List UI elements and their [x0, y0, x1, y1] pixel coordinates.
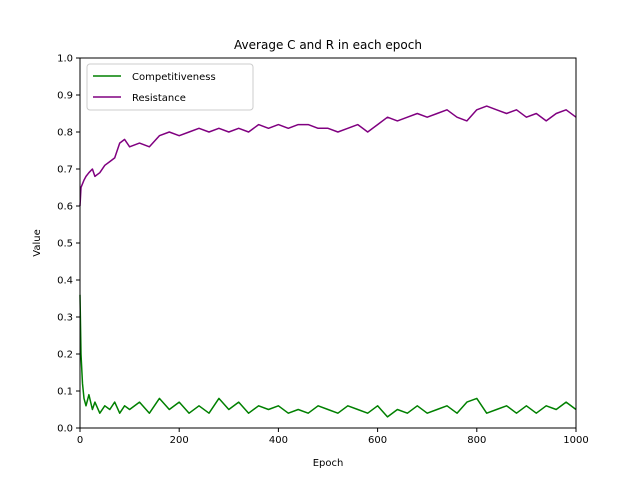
y-tick-label: 0.8: [57, 128, 73, 139]
chart-title: Average C and R in each epoch: [234, 38, 422, 52]
x-tick-label: 1000: [563, 435, 588, 446]
series-line-resistance: [79, 105, 577, 207]
y-tick-label: 0.5: [57, 239, 73, 250]
series-line-competitiveness: [79, 294, 577, 418]
y-tick-label: 0.0: [57, 424, 73, 435]
y-tick-label: 1.0: [57, 54, 73, 65]
y-tick-label: 0.1: [57, 387, 73, 398]
y-tick-label: 0.6: [57, 202, 73, 213]
x-tick-label: 0: [77, 435, 83, 446]
x-tick-label: 200: [170, 435, 189, 446]
y-tick-label: 0.7: [57, 165, 73, 176]
x-axis-label: Epoch: [313, 458, 344, 469]
y-tick-label: 0.3: [57, 313, 73, 324]
legend-label-competitiveness: Competitiveness: [132, 72, 216, 83]
x-tick-label: 400: [269, 435, 288, 446]
legend: Competitiveness Resistance: [86, 63, 254, 111]
legend-label-resistance: Resistance: [132, 93, 186, 104]
y-axis-ticks: 0.0 0.1 0.2 0.3 0.4 0.5 0.6 0.7 0.8 0.9 1.0: [57, 54, 80, 435]
series-layer: [79, 105, 577, 418]
y-tick-label: 0.2: [57, 350, 73, 361]
x-tick-label: 800: [467, 435, 486, 446]
legend-box: [86, 63, 254, 111]
y-axis-label: Value: [32, 229, 43, 256]
x-axis-ticks: 0 200 400 600 800 1000: [77, 428, 589, 446]
y-tick-label: 0.9: [57, 91, 73, 102]
y-tick-label: 0.4: [57, 276, 73, 287]
x-tick-label: 600: [368, 435, 387, 446]
